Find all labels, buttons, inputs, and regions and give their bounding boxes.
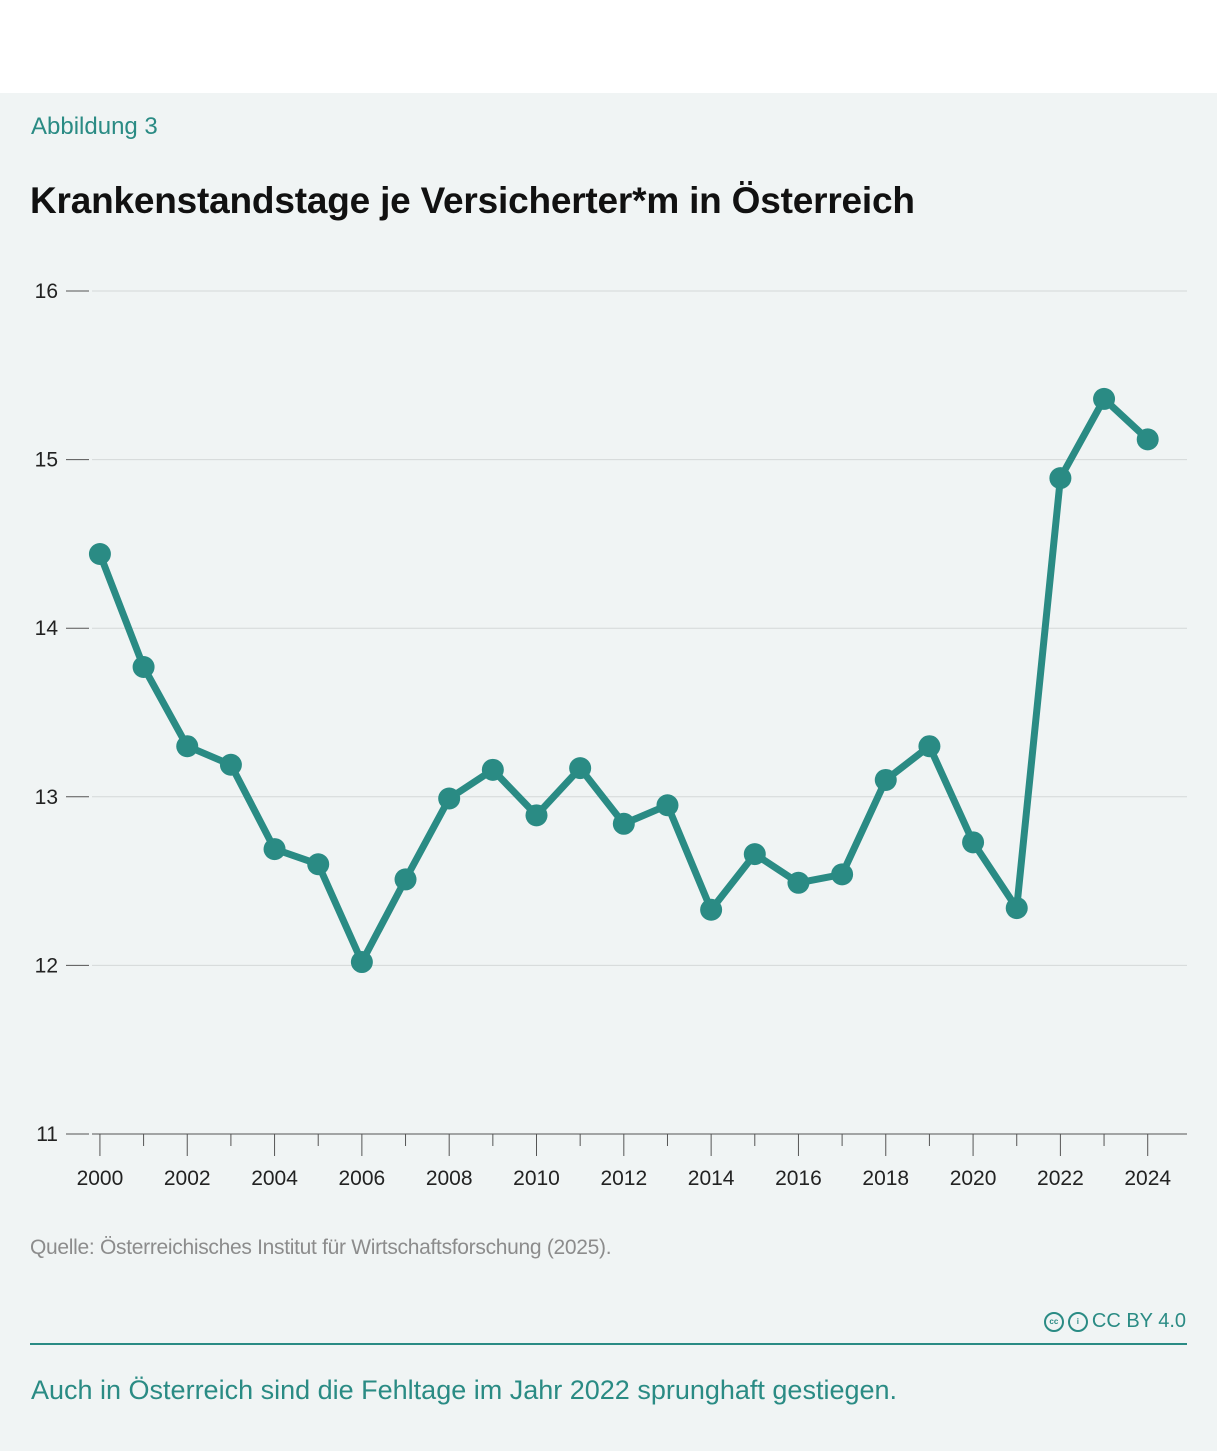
data-point <box>525 804 548 827</box>
x-tick-label: 2010 <box>513 1167 560 1190</box>
x-tick-label: 2016 <box>775 1167 822 1190</box>
data-point <box>88 543 111 566</box>
data-point <box>569 757 592 780</box>
x-tick-label: 2012 <box>600 1167 647 1190</box>
data-point <box>918 735 941 758</box>
x-tick-label: 2024 <box>1124 1167 1171 1190</box>
data-point <box>700 898 723 921</box>
attribution-icon: i <box>1067 1311 1088 1332</box>
x-tick-label: 2004 <box>251 1167 298 1190</box>
data-point <box>743 843 766 866</box>
data-point <box>1005 897 1028 920</box>
data-point <box>787 871 810 894</box>
x-tick-label: 2002 <box>164 1167 211 1190</box>
data-point <box>263 838 286 861</box>
data-point <box>831 863 854 886</box>
license-badge[interactable]: cc i CC BY 4.0 <box>1043 1310 1186 1333</box>
data-point <box>1136 428 1159 451</box>
y-tick-label: 16 <box>35 280 58 303</box>
x-tick-label: 2000 <box>77 1167 124 1190</box>
x-tick-label: 2008 <box>426 1167 473 1190</box>
license-label: CC BY 4.0 <box>1091 1310 1186 1332</box>
y-tick-label: 13 <box>35 786 58 809</box>
data-point <box>1049 467 1072 490</box>
figure-caption: Auch in Österreich sind die Fehltage im … <box>31 1375 898 1405</box>
data-point <box>874 768 897 791</box>
data-point <box>438 787 461 810</box>
chart-title: Krankenstandstage je Versicherter*m in Ö… <box>30 180 915 221</box>
y-tick-label: 15 <box>35 449 58 472</box>
cc-icon: cc <box>1043 1311 1064 1332</box>
y-tick-label: 12 <box>35 954 58 977</box>
x-tick-label: 2006 <box>339 1167 386 1190</box>
data-point <box>656 794 679 817</box>
x-tick-label: 2018 <box>862 1167 909 1190</box>
divider <box>30 1343 1187 1345</box>
data-point <box>350 951 373 974</box>
data-point <box>176 735 199 758</box>
data-point <box>219 753 242 776</box>
data-point <box>1093 387 1116 410</box>
data-point <box>612 812 635 835</box>
data-point <box>394 868 417 891</box>
x-tick-label: 2014 <box>688 1167 735 1190</box>
x-tick-label: 2022 <box>1037 1167 1084 1190</box>
data-point <box>132 655 155 678</box>
data-point <box>962 831 985 854</box>
figure-label: Abbildung 3 <box>31 113 158 140</box>
figure-panel <box>0 93 1217 1451</box>
series-line <box>96 395 1152 966</box>
x-tick-label: 2020 <box>950 1167 997 1190</box>
y-tick-label: 11 <box>36 1123 58 1146</box>
y-tick-label: 14 <box>35 617 59 640</box>
source-note: Quelle: Österreichisches Institut für Wi… <box>30 1236 612 1259</box>
data-point <box>307 853 330 876</box>
data-point <box>481 758 504 781</box>
